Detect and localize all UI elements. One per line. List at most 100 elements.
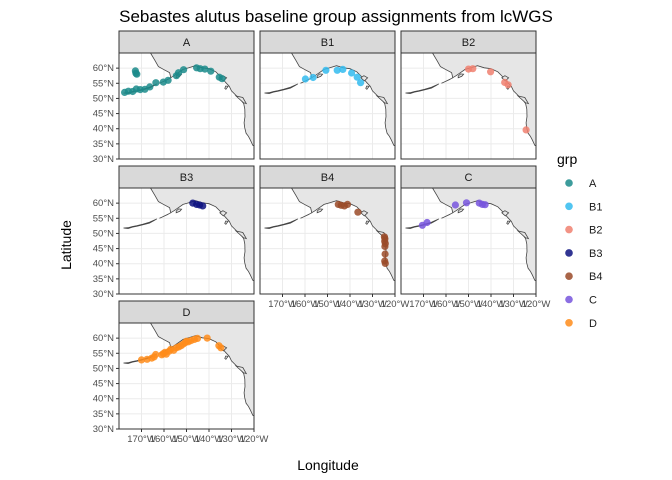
land-island: [316, 208, 324, 214]
facet-strip-label: B4: [321, 172, 334, 184]
land-island: [516, 95, 530, 105]
land-island: [375, 95, 389, 105]
data-point: [322, 66, 330, 74]
data-point: [353, 73, 361, 81]
land-island: [234, 230, 248, 240]
y-tick-label: 30°N: [93, 289, 114, 300]
facet-strip-label: B3: [180, 172, 193, 184]
legend-label: D: [589, 318, 597, 330]
panel-grid: [401, 53, 536, 159]
x-tick-label: 160°W: [150, 434, 179, 445]
land-island: [365, 220, 370, 225]
land-island: [501, 75, 510, 82]
y-tick-label: 55°N: [93, 213, 114, 224]
y-tick-label: 60°N: [93, 333, 114, 344]
data-point: [217, 344, 225, 352]
land-island: [501, 210, 510, 217]
land-island: [360, 210, 369, 217]
facet-strip-label: D: [183, 307, 191, 319]
data-point: [199, 202, 207, 210]
coastline-map: [405, 188, 536, 294]
panel-border: [118, 187, 255, 295]
data-point: [164, 76, 172, 84]
facet-strip-label: B1: [321, 37, 334, 49]
y-tick-label: 40°N: [93, 124, 114, 135]
x-axis-label: Longitude: [297, 457, 359, 473]
x-tick-label: 140°W: [336, 299, 365, 310]
panel-grid: [119, 323, 254, 429]
land-mainland: [291, 188, 395, 294]
legend-label: C: [589, 295, 597, 307]
data-point: [381, 242, 389, 251]
x-tick-label: 130°W: [217, 434, 246, 445]
land-island: [264, 218, 299, 230]
y-tick-label: 60°N: [93, 198, 114, 209]
facet-strip-label: A: [183, 37, 191, 49]
data-point: [193, 334, 202, 342]
data-point: [423, 218, 431, 227]
legend: grp A B1 B2 B3 B4 CD: [557, 151, 602, 330]
land-mainland: [291, 53, 395, 159]
legend-label: B3: [589, 248, 602, 260]
legend-item-b4: B4: [565, 271, 602, 283]
legend-label: B1: [589, 201, 602, 213]
data-point: [207, 67, 215, 75]
legend-item-b1: B1: [565, 201, 602, 213]
legend-item-a: A: [565, 178, 597, 190]
x-tick-label: 150°W: [454, 299, 483, 310]
land-island: [457, 208, 465, 214]
land-island: [264, 83, 299, 95]
points-b1: [301, 65, 365, 87]
data-point: [152, 79, 160, 87]
y-tick-label: 45°N: [93, 244, 114, 255]
x-tick-label: 120°W: [381, 299, 410, 310]
y-tick-label: 60°N: [93, 63, 114, 74]
land-island: [365, 85, 370, 90]
points-a: [121, 64, 226, 96]
legend-key: [565, 179, 573, 187]
legend-key: [565, 319, 573, 327]
data-point: [522, 126, 530, 134]
legend-key: [565, 249, 573, 257]
land-island: [405, 218, 440, 230]
y-tick-label: 50°N: [93, 93, 114, 104]
x-tick-label: 140°W: [195, 434, 224, 445]
x-tick-label: 160°W: [432, 299, 461, 310]
legend-item-b3: B3: [565, 248, 602, 260]
x-tick-label: 170°W: [268, 299, 297, 310]
data-point: [357, 79, 365, 87]
y-tick-label: 35°N: [93, 409, 114, 420]
land-island: [224, 220, 229, 225]
coastline-map: [264, 53, 395, 159]
x-tick-label: 120°W: [522, 299, 551, 310]
y-tick-label: 40°N: [93, 259, 114, 270]
data-point: [504, 81, 512, 89]
legend-title: grp: [557, 151, 577, 167]
data-point: [469, 65, 477, 73]
land-island: [516, 230, 530, 240]
panel-border: [118, 52, 255, 160]
y-tick-label: 30°N: [93, 424, 114, 435]
panel-border: [259, 52, 396, 160]
data-point: [343, 200, 352, 208]
x-tick-label: 130°W: [358, 299, 387, 310]
land-island: [123, 218, 158, 230]
legend-label: B4: [589, 271, 602, 283]
y-tick-label: 55°N: [93, 78, 114, 89]
y-tick-label: 50°N: [93, 228, 114, 239]
y-tick-label: 40°N: [93, 394, 114, 405]
land-island: [234, 95, 248, 105]
data-point: [301, 75, 309, 83]
facet-panel-b4: B4: [259, 165, 396, 295]
data-point: [339, 65, 347, 73]
land-mainland: [150, 188, 254, 294]
data-point: [381, 250, 389, 258]
y-axis-label: Latitude: [58, 220, 74, 270]
panel-grid: [260, 188, 395, 294]
coastline-map: [123, 188, 254, 294]
data-point: [218, 75, 226, 83]
data-point: [201, 65, 209, 73]
legend-label: B2: [589, 225, 602, 237]
